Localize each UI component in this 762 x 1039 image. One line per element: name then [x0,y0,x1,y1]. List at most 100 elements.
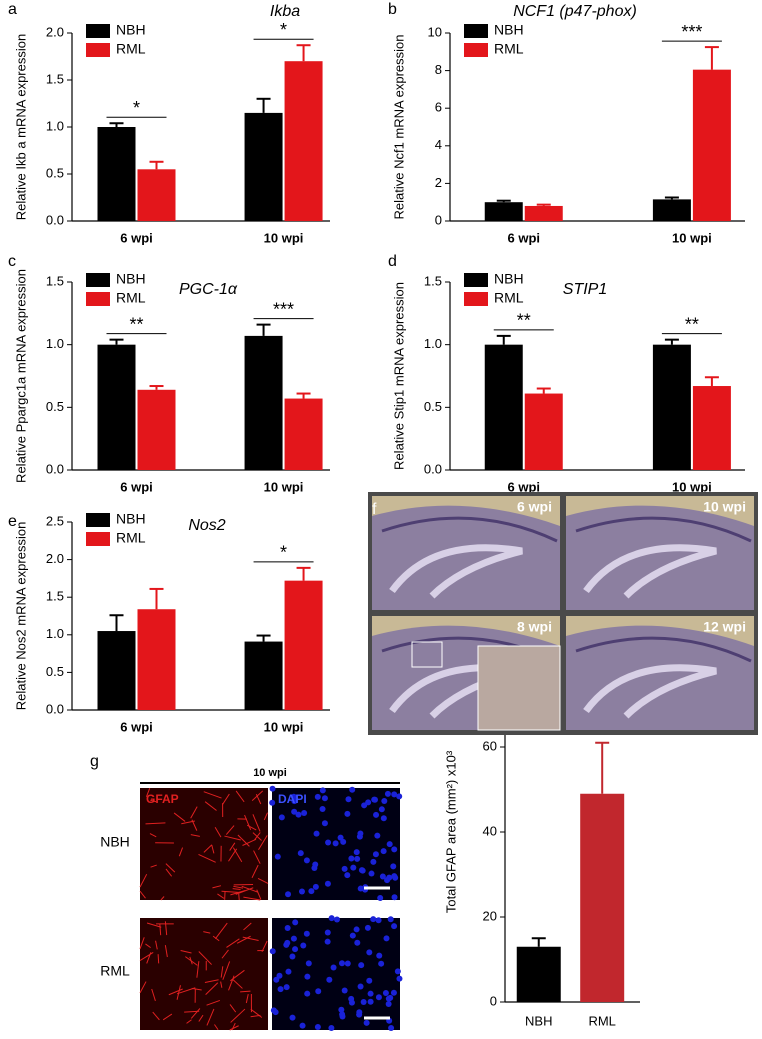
y-tick-label: 8 [435,62,442,77]
y-axis-label: Relative Ikb a mRNA expression [13,34,28,220]
y-tick-label: 2.0 [46,24,64,39]
stain-nucleus [372,797,378,803]
stain-nucleus [391,990,397,996]
stain-nucleus [342,988,348,994]
stain-nucleus [388,916,394,922]
stain-nucleus [315,1024,321,1030]
stain-nucleus [349,787,355,793]
stain-nucleus [381,848,387,854]
x-tick-label: 6 wpi [507,230,540,245]
y-axis-label: Relative Ppargc1a mRNA expression [13,269,28,483]
y-axis-label: Relative Nos2 mRNA expression [13,522,28,711]
stain-nucleus [285,891,291,897]
stain-nucleus [348,996,354,1002]
stain-nucleus [339,960,345,966]
legend-label: RML [116,290,146,306]
significance-label: * [280,543,287,563]
chart-title: Ikba [270,3,300,20]
stain-nucleus [275,854,281,860]
stain-nucleus [354,849,360,855]
bar [138,609,176,710]
stain-nucleus [278,986,284,992]
bar [98,345,136,470]
y-tick-label: 40 [483,823,497,838]
bar [98,127,136,221]
x-tick-label: NBH [525,1013,552,1028]
bar [653,345,691,470]
legend-label: NBH [116,22,146,38]
bar [285,61,323,221]
stain-nucleus [304,857,310,863]
stain-nucleus [391,873,397,879]
stain-nucleus [314,831,320,837]
stain-nucleus [299,888,305,894]
stain-nucleus [290,1015,296,1021]
stain-nucleus [344,872,350,878]
bar [580,794,624,1002]
y-tick-label: 1.5 [46,589,64,604]
stain-nucleus [284,984,290,990]
stain-nucleus [325,939,331,945]
y-axis-label: Total GFAP area (mm²) x10³ [443,750,458,913]
stain-nucleus [292,946,298,952]
stain-nucleus [350,865,356,871]
y-tick-label: 20 [483,908,497,923]
bar [245,642,283,710]
legend-label: NBH [494,22,524,38]
group-label: NBH [100,834,130,850]
stain-nucleus [358,962,364,968]
panel-letter: f [372,501,377,518]
stain-nucleus [386,1001,392,1007]
bar [693,386,731,470]
group-label: RML [100,963,130,979]
legend-swatch [464,292,488,306]
bar [138,390,176,470]
stain-nucleus [339,1011,345,1017]
significance-label: ** [129,314,143,334]
stain-nucleus [328,1025,334,1031]
significance-label: ** [517,311,531,331]
micrograph-label: 10 wpi [703,499,746,515]
legend-swatch [86,292,110,306]
stain-nucleus [284,940,290,946]
stain-nucleus [322,820,328,826]
stain-nucleus [359,867,365,873]
stain-nucleus [285,969,291,975]
stain-nucleus [315,988,321,994]
bar [525,206,563,221]
y-tick-label: 0.0 [46,461,64,476]
significance-label: * [133,98,140,118]
y-tick-label: 2.0 [46,551,64,566]
y-tick-label: 0.5 [46,664,64,679]
bar [653,199,691,221]
y-tick-label: 0.5 [46,165,64,180]
timepoint-label: 10 wpi [253,767,287,779]
stain-nucleus [356,1012,362,1018]
legend-swatch [86,532,110,546]
legend-swatch [86,513,110,527]
micrograph-tissue [566,626,754,730]
bar [245,113,283,221]
stain-nucleus [291,936,297,942]
stain-nucleus [376,953,382,959]
stain-nucleus [325,881,331,887]
stain-nucleus [304,931,310,937]
micrograph-label: 8 wpi [517,619,552,635]
significance-label: ** [685,314,699,334]
stain-nucleus [348,856,354,862]
stain-nucleus [334,916,340,922]
stain-nucleus [365,925,371,931]
stain-fiber [158,954,159,963]
stain-nucleus [369,871,375,877]
stain-nucleus [373,812,379,818]
stain-nucleus [396,976,402,982]
panel-letter: e [8,513,17,530]
stain-nucleus [354,926,360,932]
stain-nucleus [311,865,317,871]
stain-nucleus [376,917,382,923]
y-tick-label: 0 [490,993,497,1008]
stain-nucleus [354,940,360,946]
bar [285,399,323,470]
bar [693,70,731,221]
